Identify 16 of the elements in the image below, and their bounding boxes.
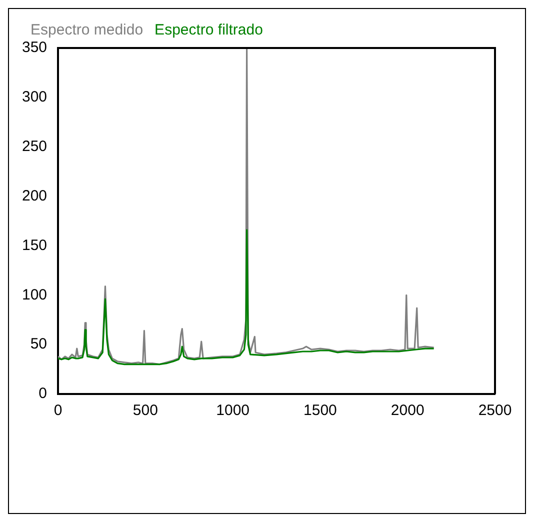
x-tick-label: 1500 xyxy=(304,402,337,420)
y-tick-label: 50 xyxy=(30,336,48,353)
text: Espectro medido xyxy=(30,22,144,39)
y-tick-label: 200 xyxy=(22,187,48,204)
y-tick-label: 100 xyxy=(22,286,48,304)
text: Espectro filtrado xyxy=(154,22,263,39)
x-tick-label: 0 xyxy=(54,402,62,420)
x-tick-label: 500 xyxy=(132,402,158,420)
x-tick-label: 1000 xyxy=(216,402,250,420)
y-tick-label: 250 xyxy=(22,138,48,155)
x-tick-label: 2000 xyxy=(390,402,424,420)
y-tick-label: 0 xyxy=(38,385,48,402)
y-tick-label: 350 xyxy=(22,39,48,56)
y-tick-label: 300 xyxy=(22,88,48,106)
x-tick-label: 2500 xyxy=(478,402,512,420)
y-tick-label: 150 xyxy=(22,236,48,254)
